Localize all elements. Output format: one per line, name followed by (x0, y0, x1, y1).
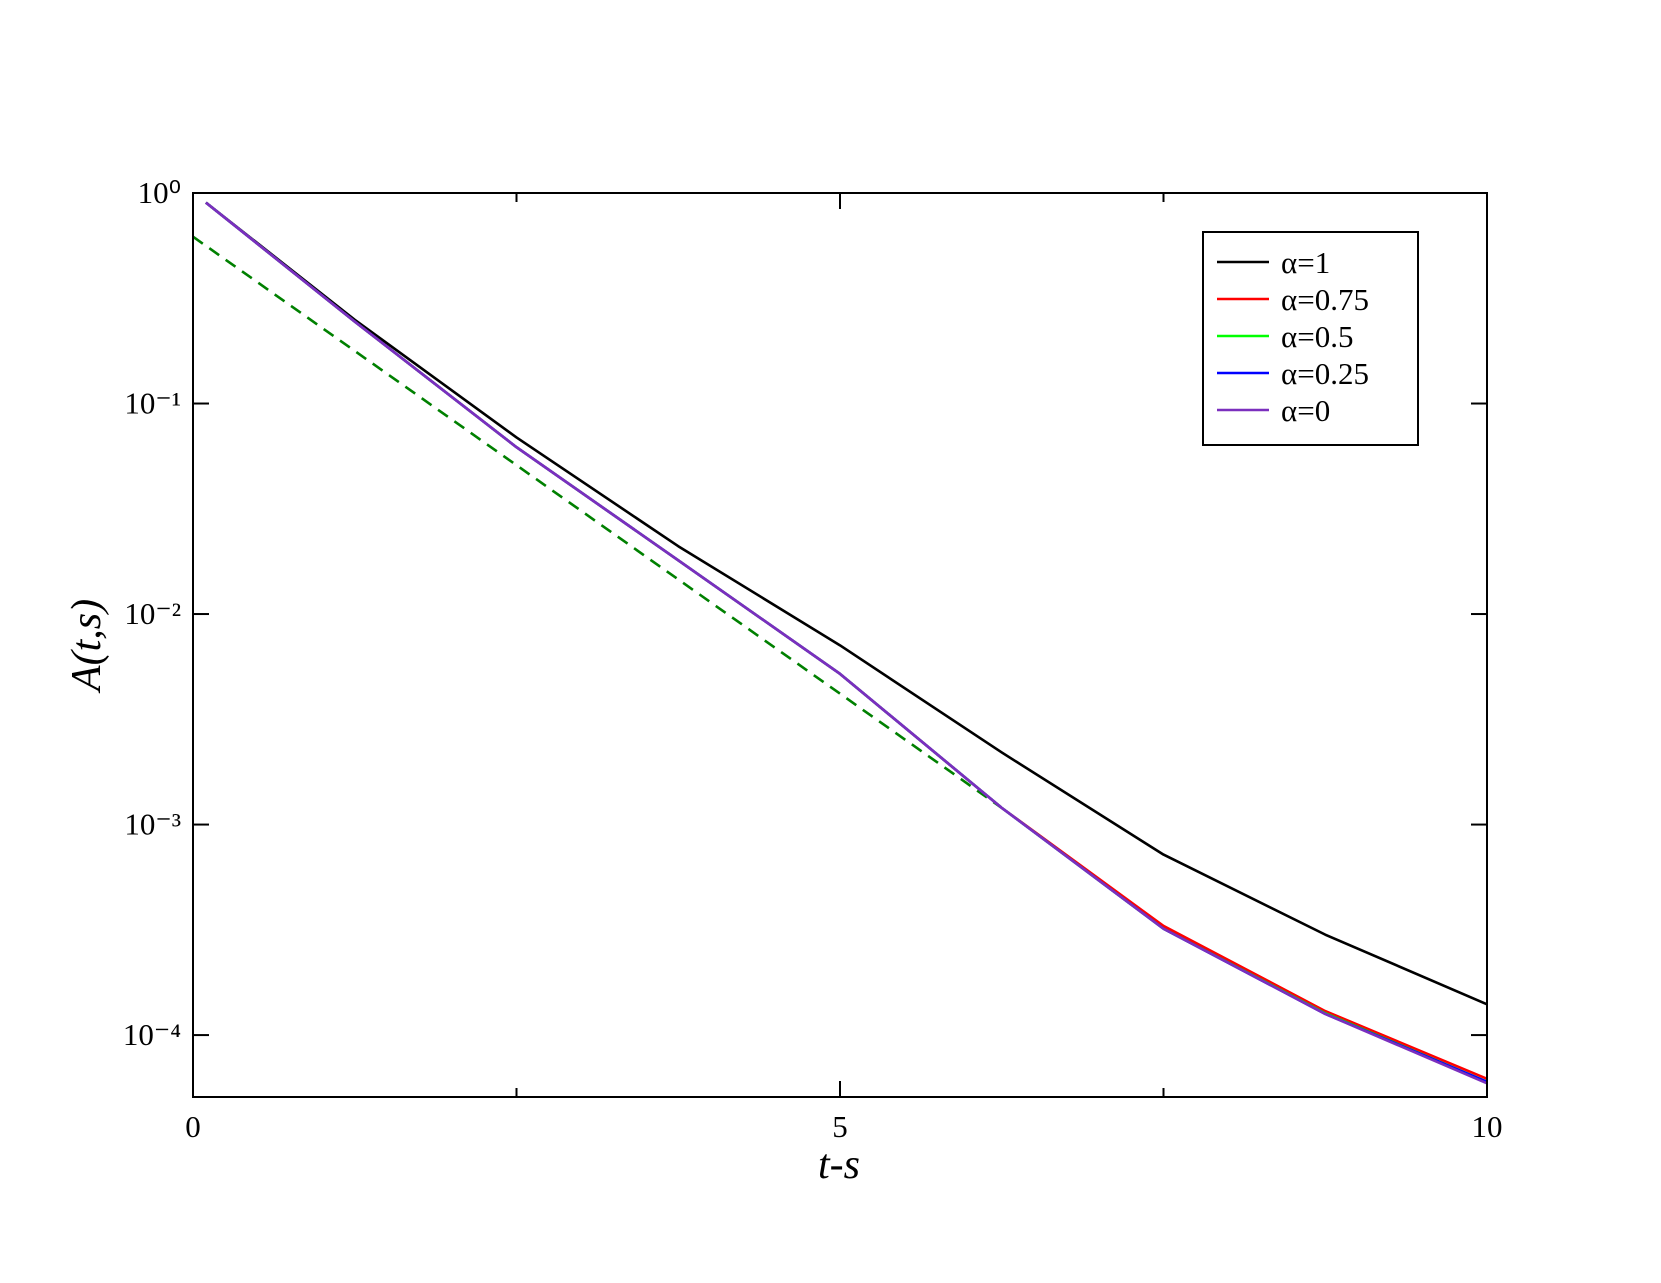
x-tick-label: 5 (832, 1109, 848, 1144)
reference-line (192, 235, 1003, 809)
y-axis-label: A(t,s) (64, 599, 110, 694)
y-tick-label: 10⁻² (124, 596, 181, 631)
plot-frame (192, 192, 1488, 1098)
series-line (205, 201, 1488, 1085)
y-tick-label: 10⁰ (138, 175, 181, 210)
legend-label: α=0 (1281, 393, 1330, 428)
x-tick-label: 0 (185, 1109, 201, 1144)
x-axis-label: t-s (818, 1142, 860, 1188)
legend-label: α=0.75 (1281, 282, 1369, 317)
y-tick-label: 10⁻¹ (124, 386, 181, 421)
series-line (205, 201, 1488, 1006)
legend-label: α=1 (1281, 245, 1330, 280)
y-tick-label: 10⁻⁴ (123, 1017, 181, 1052)
y-tick-label: 10⁻³ (124, 807, 181, 842)
x-tick-label: 10 (1472, 1109, 1503, 1144)
legend-label: α=0.25 (1281, 356, 1369, 391)
legend-label: α=0.5 (1281, 319, 1353, 354)
